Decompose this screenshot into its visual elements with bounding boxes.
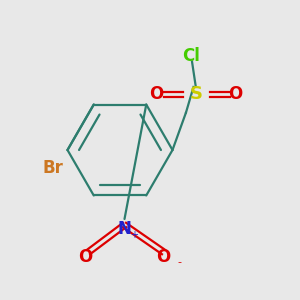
Text: O: O [228,85,243,103]
Text: Br: Br [42,159,63,177]
Text: O: O [156,248,171,266]
Text: +: + [130,230,138,240]
Text: Cl: Cl [182,46,200,64]
Text: O: O [78,248,93,266]
Text: O: O [149,85,163,103]
Text: -: - [177,256,182,267]
Text: N: N [118,220,131,238]
Text: S: S [190,85,203,103]
